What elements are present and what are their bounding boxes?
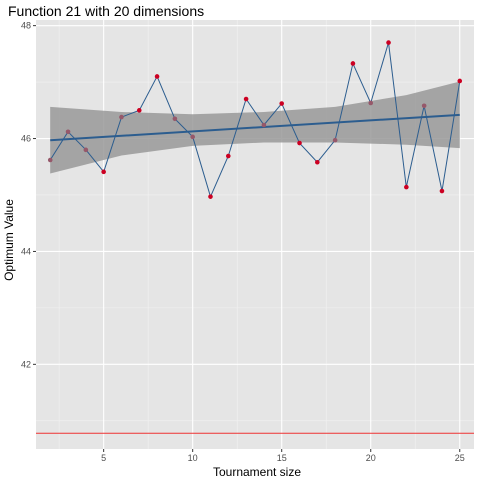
data-point: [243, 96, 249, 102]
data-point: [225, 153, 231, 159]
plot-panel: [36, 20, 474, 449]
data-point: [297, 140, 302, 146]
chart-title: Function 21 with 20 dimensions: [8, 3, 204, 19]
data-point: [332, 137, 338, 143]
y-tick-label: 42: [21, 359, 31, 369]
y-axis-label: Optimum Value: [2, 199, 16, 281]
data-point: [172, 116, 178, 122]
data-point: [386, 40, 391, 45]
data-point: [208, 194, 213, 199]
data-point: [136, 108, 142, 113]
data-point: [83, 147, 89, 153]
data-point: [119, 114, 124, 120]
x-tick-label: 5: [101, 453, 106, 463]
x-tick-label: 25: [455, 453, 465, 463]
data-point: [261, 122, 267, 128]
y-tick-label: 44: [21, 246, 31, 256]
series-line: [49, 42, 461, 199]
trend-line: [50, 113, 460, 142]
data-point: [65, 129, 71, 135]
x-tick-label: 15: [277, 453, 287, 463]
data-point: [47, 157, 53, 163]
data-point: [315, 159, 320, 165]
x-axis-label: Tournament size: [213, 465, 301, 479]
data-point: [404, 184, 409, 190]
data-point: [368, 100, 374, 106]
y-tick-label: 48: [21, 21, 31, 31]
data-point: [154, 74, 160, 79]
data-point: [350, 61, 356, 66]
data-point: [439, 188, 445, 194]
y-tick-label: 46: [21, 134, 31, 144]
x-tick-label: 10: [188, 453, 198, 463]
x-tick-label: 20: [366, 453, 376, 463]
data-point: [101, 169, 106, 175]
data-point: [421, 103, 427, 109]
data-point: [279, 101, 285, 106]
data-point: [457, 78, 463, 84]
data-point: [190, 134, 195, 140]
